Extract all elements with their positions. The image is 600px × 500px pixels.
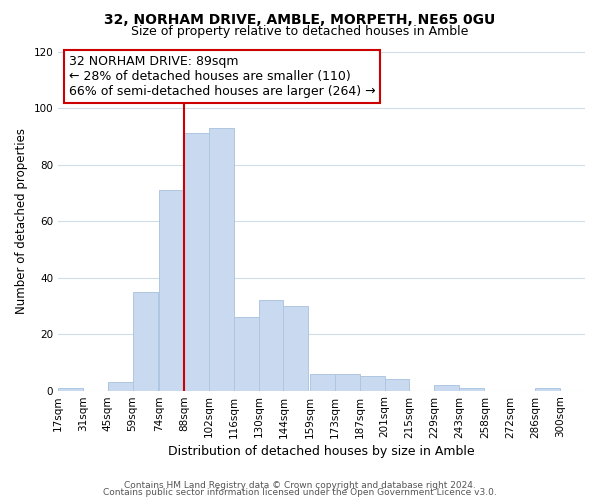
- Bar: [310, 374, 335, 390]
- Bar: [259, 300, 283, 390]
- Bar: [209, 128, 234, 390]
- Bar: [535, 388, 560, 390]
- Bar: [385, 380, 409, 390]
- Bar: [459, 388, 484, 390]
- Bar: [360, 376, 385, 390]
- Y-axis label: Number of detached properties: Number of detached properties: [15, 128, 28, 314]
- Bar: [133, 292, 158, 390]
- Text: 32, NORHAM DRIVE, AMBLE, MORPETH, NE65 0GU: 32, NORHAM DRIVE, AMBLE, MORPETH, NE65 0…: [104, 12, 496, 26]
- Bar: [283, 306, 308, 390]
- Bar: [108, 382, 133, 390]
- X-axis label: Distribution of detached houses by size in Amble: Distribution of detached houses by size …: [168, 444, 475, 458]
- Text: Contains HM Land Registry data © Crown copyright and database right 2024.: Contains HM Land Registry data © Crown c…: [124, 481, 476, 490]
- Bar: [234, 317, 259, 390]
- Bar: [434, 385, 459, 390]
- Bar: [335, 374, 360, 390]
- Text: 32 NORHAM DRIVE: 89sqm
← 28% of detached houses are smaller (110)
66% of semi-de: 32 NORHAM DRIVE: 89sqm ← 28% of detached…: [69, 55, 376, 98]
- Bar: [58, 388, 83, 390]
- Text: Contains public sector information licensed under the Open Government Licence v3: Contains public sector information licen…: [103, 488, 497, 497]
- Bar: [159, 190, 184, 390]
- Bar: [184, 134, 209, 390]
- Text: Size of property relative to detached houses in Amble: Size of property relative to detached ho…: [131, 25, 469, 38]
